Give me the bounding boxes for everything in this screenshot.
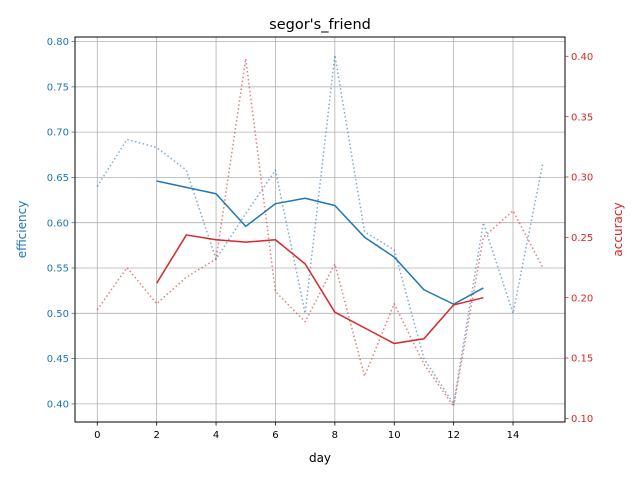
series-line-left-dotted	[96, 54, 544, 405]
y-left-tick-label: 0.45	[47, 354, 69, 365]
y-right-tick-label: 0.10	[571, 414, 593, 425]
y-left-tick-label: 0.60	[47, 218, 69, 229]
y-left-tick-label: 0.50	[47, 309, 69, 320]
y-right-tick-label: 0.40	[571, 52, 593, 63]
y-left-tick-label: 0.65	[47, 173, 69, 184]
series-line-left-solid	[156, 180, 484, 305]
y-left-tick-label: 0.75	[47, 82, 69, 93]
plot-frame	[74, 36, 566, 423]
y-right-tick-label: 0.15	[571, 354, 593, 365]
plot-area	[96, 54, 544, 408]
y-right-tick-label: 0.30	[571, 173, 593, 184]
y-left-tick-label: 0.40	[47, 399, 69, 410]
y-left-tick-label: 0.55	[47, 264, 69, 275]
x-tick-label: 6	[272, 430, 278, 441]
y-axis-left-label: efficiency	[15, 201, 29, 259]
x-tick-label: 12	[447, 430, 460, 441]
y-right-tick-label: 0.20	[571, 293, 593, 304]
grid	[75, 37, 565, 422]
x-tick-label: 4	[213, 430, 219, 441]
x-tick-label: 8	[332, 430, 338, 441]
x-axis: 0 2 4 6 8 10 12 14	[94, 422, 519, 441]
y-right-tick-label: 0.35	[571, 112, 593, 123]
x-tick-label: 0	[94, 430, 100, 441]
x-tick-label: 10	[388, 430, 401, 441]
chart-title: segor's_friend	[269, 17, 371, 33]
x-axis-label: day	[309, 451, 331, 465]
series-line-right-solid	[156, 234, 484, 345]
y-right-tick-label: 0.25	[571, 233, 593, 244]
y-axis-left: 0.40 0.45 0.50 0.55 0.60 0.65 0.70 0.75 0.80	[47, 37, 75, 410]
y-axis-right: 0.10 0.15 0.20 0.25 0.30 0.35 0.40	[565, 52, 593, 425]
x-tick-label: 2	[153, 430, 159, 441]
y-left-tick-label: 0.80	[47, 37, 69, 48]
series-line-right-dotted	[96, 57, 544, 408]
x-tick-label: 14	[507, 430, 520, 441]
y-left-tick-label: 0.70	[47, 128, 69, 139]
y-axis-right-label: accuracy	[611, 202, 625, 256]
